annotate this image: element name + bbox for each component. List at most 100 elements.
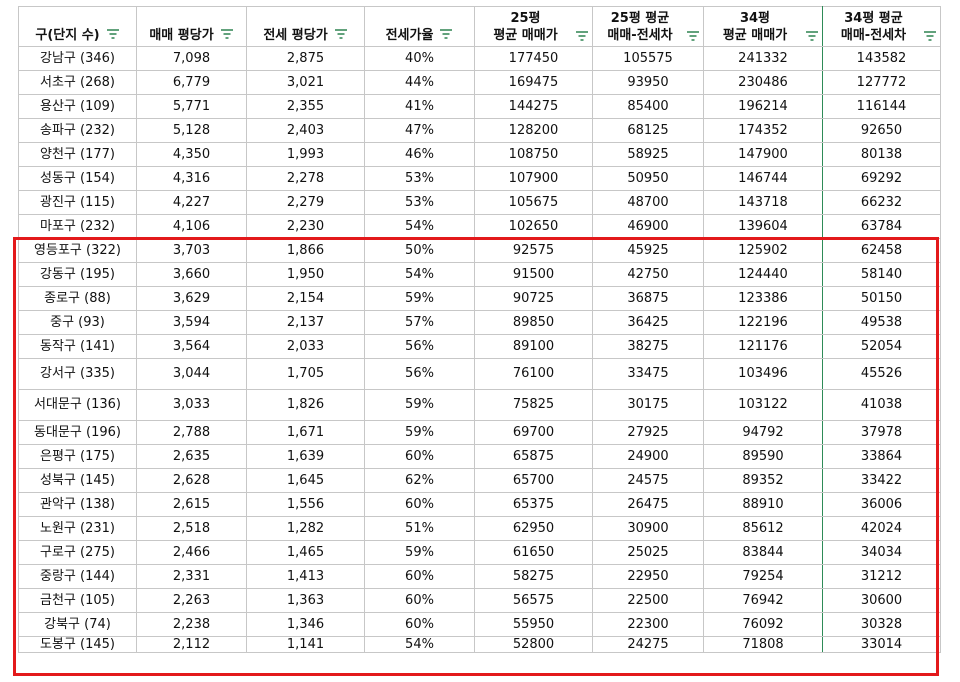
table-cell[interactable]: 동대문구 (196) <box>18 420 137 445</box>
table-cell[interactable]: 3,044 <box>136 358 247 390</box>
table-cell[interactable]: 230486 <box>703 70 823 95</box>
table-cell[interactable]: 48700 <box>592 190 704 215</box>
table-cell[interactable]: 69700 <box>474 420 593 445</box>
table-cell[interactable]: 54% <box>364 262 475 287</box>
table-cell[interactable]: 3,660 <box>136 262 247 287</box>
table-cell[interactable]: 2,112 <box>136 636 247 653</box>
table-cell[interactable]: 2,635 <box>136 444 247 469</box>
table-cell[interactable]: 중랑구 (144) <box>18 564 137 589</box>
table-cell[interactable]: 2,788 <box>136 420 247 445</box>
table-cell[interactable]: 45925 <box>592 238 704 263</box>
table-cell[interactable]: 241332 <box>703 46 823 71</box>
table-cell[interactable]: 79254 <box>703 564 823 589</box>
table-cell[interactable]: 124440 <box>703 262 823 287</box>
table-cell[interactable]: 196214 <box>703 94 823 119</box>
table-cell[interactable]: 성북구 (145) <box>18 468 137 493</box>
table-cell[interactable]: 1,705 <box>246 358 365 390</box>
table-cell[interactable]: 2,403 <box>246 118 365 143</box>
table-cell[interactable]: 89352 <box>703 468 823 493</box>
table-cell[interactable]: 22950 <box>592 564 704 589</box>
table-cell[interactable]: 80138 <box>822 142 941 167</box>
table-cell[interactable]: 1,866 <box>246 238 365 263</box>
table-cell[interactable]: 22300 <box>592 612 704 637</box>
table-cell[interactable]: 90725 <box>474 286 593 311</box>
table-cell[interactable]: 33422 <box>822 468 941 493</box>
table-cell[interactable]: 42024 <box>822 516 941 541</box>
table-cell[interactable]: 2,331 <box>136 564 247 589</box>
table-cell[interactable]: 56% <box>364 334 475 359</box>
table-cell[interactable]: 36425 <box>592 310 704 335</box>
table-cell[interactable]: 108750 <box>474 142 593 167</box>
table-cell[interactable]: 94792 <box>703 420 823 445</box>
table-cell[interactable]: 92650 <box>822 118 941 143</box>
table-cell[interactable]: 91500 <box>474 262 593 287</box>
table-cell[interactable]: 27925 <box>592 420 704 445</box>
table-cell[interactable]: 서대문구 (136) <box>18 389 137 421</box>
table-cell[interactable]: 1,141 <box>246 636 365 653</box>
table-cell[interactable]: 65375 <box>474 492 593 517</box>
table-cell[interactable]: 서초구 (268) <box>18 70 137 95</box>
table-cell[interactable]: 58140 <box>822 262 941 287</box>
table-cell[interactable]: 62% <box>364 468 475 493</box>
filter-icon[interactable] <box>923 30 937 42</box>
table-cell[interactable]: 89850 <box>474 310 593 335</box>
table-cell[interactable]: 50950 <box>592 166 704 191</box>
table-cell[interactable]: 58275 <box>474 564 593 589</box>
table-cell[interactable]: 구로구 (275) <box>18 540 137 565</box>
table-cell[interactable]: 121176 <box>703 334 823 359</box>
table-cell[interactable]: 2,033 <box>246 334 365 359</box>
table-cell[interactable]: 양천구 (177) <box>18 142 137 167</box>
table-cell[interactable]: 103496 <box>703 358 823 390</box>
table-cell[interactable]: 3,629 <box>136 286 247 311</box>
table-cell[interactable]: 2,137 <box>246 310 365 335</box>
table-cell[interactable]: 75825 <box>474 389 593 421</box>
table-cell[interactable]: 37978 <box>822 420 941 445</box>
table-cell[interactable]: 58925 <box>592 142 704 167</box>
table-cell[interactable]: 2,628 <box>136 468 247 493</box>
table-cell[interactable]: 57% <box>364 310 475 335</box>
table-cell[interactable]: 36006 <box>822 492 941 517</box>
table-cell[interactable]: 60% <box>364 612 475 637</box>
table-cell[interactable]: 50% <box>364 238 475 263</box>
table-cell[interactable]: 26475 <box>592 492 704 517</box>
filter-icon[interactable] <box>575 30 589 42</box>
table-cell[interactable]: 49538 <box>822 310 941 335</box>
table-cell[interactable]: 7,098 <box>136 46 247 71</box>
table-cell[interactable]: 45526 <box>822 358 941 390</box>
table-cell[interactable]: 2,278 <box>246 166 365 191</box>
table-cell[interactable]: 89100 <box>474 334 593 359</box>
table-cell[interactable]: 122196 <box>703 310 823 335</box>
table-cell[interactable]: 88910 <box>703 492 823 517</box>
table-cell[interactable]: 63784 <box>822 214 941 239</box>
table-cell[interactable]: 1,639 <box>246 444 365 469</box>
table-cell[interactable]: 5,128 <box>136 118 247 143</box>
table-cell[interactable]: 용산구 (109) <box>18 94 137 119</box>
table-cell[interactable]: 1,363 <box>246 588 365 613</box>
table-cell[interactable]: 강남구 (346) <box>18 46 137 71</box>
table-cell[interactable]: 22500 <box>592 588 704 613</box>
filter-icon[interactable] <box>220 28 234 40</box>
table-cell[interactable]: 30328 <box>822 612 941 637</box>
table-cell[interactable]: 24900 <box>592 444 704 469</box>
table-cell[interactable]: 2,263 <box>136 588 247 613</box>
table-cell[interactable]: 54% <box>364 214 475 239</box>
table-cell[interactable]: 2,875 <box>246 46 365 71</box>
table-cell[interactable]: 3,594 <box>136 310 247 335</box>
table-cell[interactable]: 59% <box>364 540 475 565</box>
table-cell[interactable]: 55950 <box>474 612 593 637</box>
table-cell[interactable]: 3,021 <box>246 70 365 95</box>
table-cell[interactable]: 144275 <box>474 94 593 119</box>
table-cell[interactable]: 65700 <box>474 468 593 493</box>
table-cell[interactable]: 76942 <box>703 588 823 613</box>
table-cell[interactable]: 1,413 <box>246 564 365 589</box>
table-cell[interactable]: 128200 <box>474 118 593 143</box>
table-cell[interactable]: 76092 <box>703 612 823 637</box>
column-header[interactable]: 전세 평당가 <box>246 6 365 47</box>
table-cell[interactable]: 61650 <box>474 540 593 565</box>
table-cell[interactable]: 54% <box>364 636 475 653</box>
table-cell[interactable]: 53% <box>364 190 475 215</box>
table-cell[interactable]: 강북구 (74) <box>18 612 137 637</box>
table-cell[interactable]: 44% <box>364 70 475 95</box>
table-cell[interactable]: 1,282 <box>246 516 365 541</box>
table-cell[interactable]: 1,465 <box>246 540 365 565</box>
